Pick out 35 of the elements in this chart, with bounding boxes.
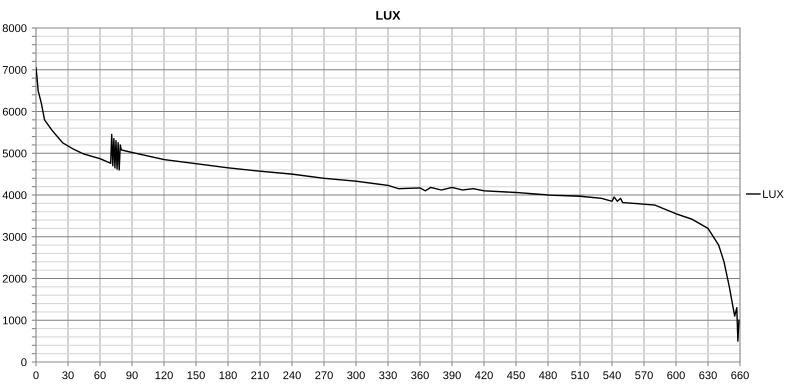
x-tick-label: 450 <box>506 371 525 380</box>
x-tick-label: 240 <box>283 371 301 380</box>
y-tick-label: 4000 <box>2 191 27 200</box>
y-tick-label: 0 <box>21 358 27 366</box>
x-tick-label: 210 <box>251 371 269 380</box>
x-tick-label: 90 <box>126 371 138 380</box>
y-tick-label: 5000 <box>2 150 27 158</box>
x-tick-label: 120 <box>156 371 173 380</box>
x-tick-label: 300 <box>347 371 365 380</box>
x-tick-label: 30 <box>62 371 74 380</box>
x-tick-label: 150 <box>188 371 205 380</box>
y-tick-label: 3000 <box>2 233 27 241</box>
x-tick-label: 570 <box>635 371 653 380</box>
y-tick-label: 2000 <box>2 274 27 283</box>
y-tick-label: 7000 <box>2 66 27 74</box>
x-tick-label: 600 <box>667 371 685 380</box>
x-tick-label: 660 <box>731 371 749 380</box>
x-tick-label: 270 <box>315 371 333 380</box>
x-tick-label: 60 <box>94 371 106 380</box>
chart-title: LUX <box>376 11 400 20</box>
x-tick-label: 0 <box>33 371 39 380</box>
x-tick-label: 180 <box>220 371 237 380</box>
y-tick-label: 6000 <box>2 108 27 116</box>
y-tick-label: 1000 <box>3 316 27 324</box>
x-tick-label: 390 <box>443 371 461 380</box>
x-tick-label: 630 <box>699 371 717 380</box>
line-series <box>36 66 740 342</box>
x-tick-label: 480 <box>538 371 557 380</box>
x-tick-label: 510 <box>571 371 589 380</box>
y-tick-label: 8000 <box>2 24 27 32</box>
legend-label: LUX <box>763 190 784 198</box>
x-tick-label: 360 <box>411 371 429 380</box>
x-tick-label: 420 <box>474 371 493 380</box>
x-tick-label: 540 <box>603 371 621 380</box>
x-tick-label: 330 <box>379 371 397 380</box>
